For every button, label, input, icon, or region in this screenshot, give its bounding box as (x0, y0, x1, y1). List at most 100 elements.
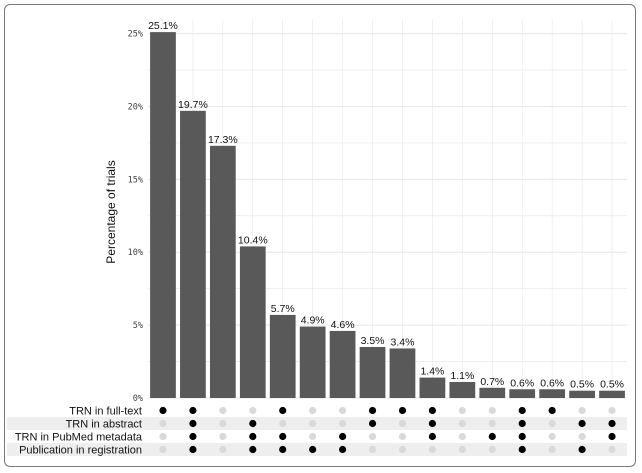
set-dot-empty (309, 419, 317, 428)
bar (299, 326, 326, 398)
set-dot-filled (368, 419, 377, 428)
bar (209, 145, 236, 398)
set-label: TRN in PubMed metadata (15, 432, 143, 444)
set-dot-empty (309, 406, 317, 415)
set-dot-filled (428, 419, 437, 428)
set-dot-empty (219, 419, 227, 428)
set-label: Publication in registration (19, 445, 142, 457)
set-dot-empty (159, 432, 167, 441)
y-tick-label: 10% (128, 248, 143, 258)
set-dot-empty (548, 419, 556, 428)
bar-value-label: 4.9% (301, 315, 325, 327)
set-dot-filled (189, 445, 197, 454)
set-dot-filled (249, 445, 257, 454)
bar (449, 381, 476, 398)
bar (359, 346, 386, 398)
bar (329, 330, 356, 398)
bar-value-label: 0.7% (480, 376, 504, 388)
bar-value-label: 19.7% (178, 99, 208, 111)
set-dot-filled (189, 432, 197, 441)
set-dot-empty (398, 432, 407, 441)
set-dot-empty (548, 432, 556, 441)
set-dot-filled (578, 445, 586, 454)
bar (389, 348, 416, 398)
set-dot-empty (159, 445, 167, 454)
set-dot-empty (249, 406, 257, 415)
set-dot-filled (548, 406, 556, 415)
bar-labels: 25.1% 19.7% 17.3% 10.4% 5.7% 4.9% 4.6% 3.5% 3.4%… (148, 20, 624, 391)
set-dot-empty (398, 419, 407, 428)
bar (599, 390, 625, 398)
figure-frame: 25.1% 19.7% 17.3% 10.4% 5.7% 4.9% 4.6% 3.5% 3.4%… (4, 4, 636, 467)
set-dot-filled (518, 445, 526, 454)
set-dot-filled (398, 406, 407, 415)
bar-value-label: 10.4% (238, 234, 268, 246)
set-dot-empty (219, 406, 227, 415)
bar (539, 389, 566, 398)
bar-value-label: 25.1% (148, 20, 178, 32)
bar (269, 314, 296, 398)
bar (569, 390, 595, 398)
bar-value-label: 0.6% (540, 377, 564, 389)
set-dot-filled (428, 406, 437, 415)
set-dot-empty (219, 445, 227, 454)
set-dot-empty (488, 419, 496, 428)
set-dot-filled (159, 406, 167, 415)
set-dot-filled (338, 432, 347, 441)
bar-value-label: 0.6% (510, 377, 534, 389)
set-dot-filled (279, 432, 287, 441)
bar-value-label: 1.1% (450, 370, 474, 382)
bar-value-label: 4.6% (331, 319, 355, 331)
set-dot-filled (249, 419, 257, 428)
set-dot-filled (279, 406, 287, 415)
y-axis: 0% 5% 10% 15% 20% 25% (128, 30, 143, 404)
set-dot-empty (428, 445, 437, 454)
set-dot-empty (608, 406, 616, 415)
set-dot-filled (518, 432, 526, 441)
set-dot-filled (249, 432, 257, 441)
bar (180, 110, 206, 398)
set-dot-filled (608, 432, 616, 441)
set-dot-empty (279, 419, 287, 428)
upset-chart: 25.1% 19.7% 17.3% 10.4% 5.7% 4.9% 4.6% 3.5% 3.4%… (7, 19, 627, 457)
bar (150, 32, 176, 398)
set-dot-filled (338, 445, 347, 454)
set-dot-empty (368, 432, 377, 441)
bar-value-label: 3.4% (391, 336, 415, 348)
bar (419, 377, 446, 398)
set-dot-empty (458, 419, 466, 428)
set-dot-filled (518, 406, 526, 415)
y-tick-label: 0% (133, 394, 143, 404)
y-tick-label: 25% (128, 30, 143, 40)
set-dot-filled (189, 406, 197, 415)
set-dot-filled (309, 445, 317, 454)
set-dot-empty (488, 445, 496, 454)
set-dot-empty (578, 432, 586, 441)
set-dot-filled (578, 419, 586, 428)
set-dot-empty (338, 406, 347, 415)
set-dot-empty (219, 432, 227, 441)
set-dot-empty (159, 419, 167, 428)
bar-value-label: 3.5% (361, 335, 385, 347)
set-dot-filled (368, 406, 377, 415)
set-dot-empty (548, 445, 556, 454)
set-dot-filled (608, 419, 616, 428)
set-dot-empty (368, 445, 377, 454)
set-dot-filled (189, 419, 197, 428)
set-dot-empty (578, 406, 586, 415)
bar (509, 389, 536, 398)
set-dot-filled (488, 432, 496, 441)
y-axis-title: Percentage of trials (104, 160, 118, 263)
set-dot-filled (518, 419, 526, 428)
bar (479, 387, 506, 398)
set-dot-empty (398, 445, 407, 454)
y-tick-label: 15% (128, 175, 143, 185)
set-dot-empty (458, 406, 466, 415)
bar (239, 246, 266, 398)
set-label: TRN in full-text (69, 406, 142, 418)
set-dot-empty (338, 419, 347, 428)
set-dot-filled (279, 445, 287, 454)
bar-value-label: 17.3% (208, 134, 238, 146)
set-dot-empty (309, 432, 317, 441)
